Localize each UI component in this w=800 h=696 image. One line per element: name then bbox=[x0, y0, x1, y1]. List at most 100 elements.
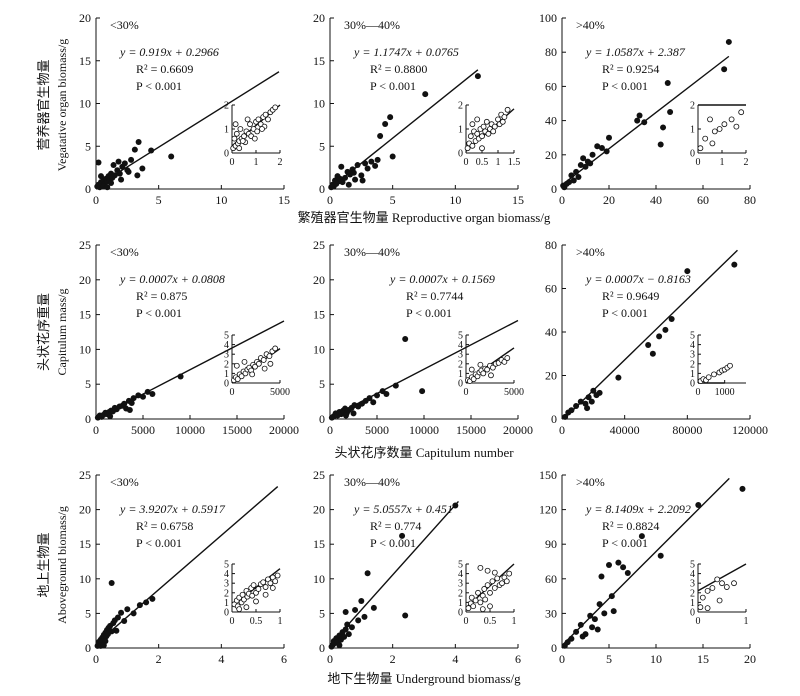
data-point bbox=[575, 174, 582, 181]
data-point bbox=[121, 160, 128, 167]
x-tick-label: 5 bbox=[606, 652, 612, 666]
inset-data-point bbox=[247, 121, 253, 128]
inset-x-tick-label: 0 bbox=[696, 387, 701, 398]
y-tick-label: 20 bbox=[313, 11, 325, 25]
inset-y-tick-label: 2 bbox=[458, 588, 463, 599]
inset-data-point bbox=[272, 578, 279, 585]
data-point bbox=[568, 172, 575, 179]
data-point bbox=[582, 163, 589, 170]
y-tick-label: 20 bbox=[545, 148, 557, 162]
inset-data-point bbox=[252, 363, 258, 370]
x-tick-label: 40000 bbox=[610, 423, 640, 437]
data-point bbox=[598, 573, 605, 580]
y-tick-label: 60 bbox=[545, 282, 557, 296]
x-tick-label: 0 bbox=[559, 423, 565, 437]
inset-y-tick-label: 3 bbox=[224, 350, 229, 361]
inset-data-point bbox=[269, 585, 276, 591]
y-tick-label: 15 bbox=[79, 537, 91, 551]
data-point bbox=[149, 390, 156, 397]
regression-line bbox=[95, 486, 279, 645]
data-point bbox=[606, 134, 612, 141]
group-label: >40% bbox=[576, 475, 605, 489]
data-point bbox=[577, 162, 584, 169]
inset-y-tick-label: 4 bbox=[458, 569, 463, 580]
data-point bbox=[601, 610, 608, 617]
data-point bbox=[352, 606, 359, 613]
inset-y-tick-label: 1 bbox=[690, 125, 695, 136]
data-point bbox=[573, 168, 580, 175]
data-point bbox=[108, 628, 115, 635]
inset-data-point bbox=[707, 116, 713, 123]
y-tick-label: 10 bbox=[313, 342, 325, 356]
inset-x-tick-label: 0 bbox=[696, 616, 701, 627]
inset-data-point bbox=[709, 140, 716, 147]
data-point bbox=[98, 173, 105, 180]
inset-data-point bbox=[231, 135, 238, 142]
inset-y-tick-label: 5 bbox=[458, 560, 463, 571]
y-tick-label: 120 bbox=[539, 503, 557, 517]
inset-data-point bbox=[711, 128, 718, 135]
y-tick-label: 25 bbox=[79, 468, 91, 482]
data-point bbox=[108, 180, 115, 187]
inset-data-point bbox=[702, 135, 709, 142]
inset-plot: 0 1 2 0 0.5 1 1.5 bbox=[458, 101, 520, 169]
row1-ylabel-cn: 营养器官生物量 bbox=[36, 59, 51, 150]
data-point bbox=[568, 407, 575, 414]
inset-data-point bbox=[259, 126, 265, 132]
data-point bbox=[377, 132, 384, 139]
row2-ylabel-cn: 头状花序重量 bbox=[36, 293, 51, 371]
r2-label: R² = 0.6758 bbox=[136, 519, 193, 533]
data-point bbox=[354, 162, 361, 169]
inset-data-point bbox=[468, 366, 475, 373]
inset-data-point bbox=[239, 138, 246, 144]
y-tick-label: 5 bbox=[319, 377, 325, 391]
inset-data-point bbox=[262, 591, 269, 598]
inset-y-tick-label: 5 bbox=[224, 331, 229, 342]
data-point bbox=[177, 373, 184, 380]
inset-data-point bbox=[260, 357, 267, 363]
inset-y-tick-label: 4 bbox=[690, 340, 695, 351]
data-point bbox=[657, 141, 664, 148]
x-tick-label: 40 bbox=[650, 193, 662, 207]
inset-data-point bbox=[480, 370, 487, 377]
inset-data-point bbox=[272, 104, 279, 111]
regression-line bbox=[329, 500, 459, 646]
y-tick-label: 0 bbox=[319, 182, 325, 196]
data-point bbox=[364, 570, 371, 577]
inset-x-tick-label: 0.5 bbox=[484, 616, 497, 627]
x-tick-label: 10000 bbox=[175, 423, 205, 437]
inset-data-point bbox=[697, 145, 704, 152]
y-tick-label: 0 bbox=[319, 641, 325, 655]
r2-label: R² = 0.774 bbox=[370, 519, 421, 533]
data-point bbox=[144, 388, 151, 395]
inset-y-tick-label: 5 bbox=[690, 331, 695, 342]
x-tick-label: 15 bbox=[512, 193, 524, 207]
x-tick-label: 15000 bbox=[456, 423, 486, 437]
inset-data-point bbox=[469, 121, 476, 128]
inset-data-point bbox=[465, 605, 472, 612]
x-tick-label: 6 bbox=[515, 652, 521, 666]
inset-x-tick-label: 2 bbox=[744, 157, 749, 168]
data-point bbox=[624, 570, 631, 577]
p-value-label: P < 0.001 bbox=[602, 79, 648, 93]
data-point bbox=[587, 612, 594, 619]
data-point bbox=[389, 153, 396, 160]
data-point bbox=[100, 642, 107, 649]
x-tick-label: 120000 bbox=[732, 423, 768, 437]
data-point bbox=[362, 160, 369, 167]
data-point bbox=[114, 614, 121, 621]
inset-y-tick-label: 4 bbox=[690, 569, 695, 580]
data-point bbox=[382, 121, 389, 128]
inset-y-tick-label: 3 bbox=[458, 579, 463, 590]
data-point bbox=[348, 624, 355, 631]
inset-data-point bbox=[721, 121, 728, 128]
equation-label: y = 0.0007x − 0.8163 bbox=[585, 272, 691, 286]
r2-label: R² = 0.7744 bbox=[406, 289, 463, 303]
inset-data-point bbox=[483, 118, 490, 125]
data-point bbox=[364, 165, 371, 172]
data-point bbox=[588, 398, 595, 405]
x-tick-label: 0 bbox=[93, 652, 99, 666]
data-point bbox=[596, 389, 603, 396]
